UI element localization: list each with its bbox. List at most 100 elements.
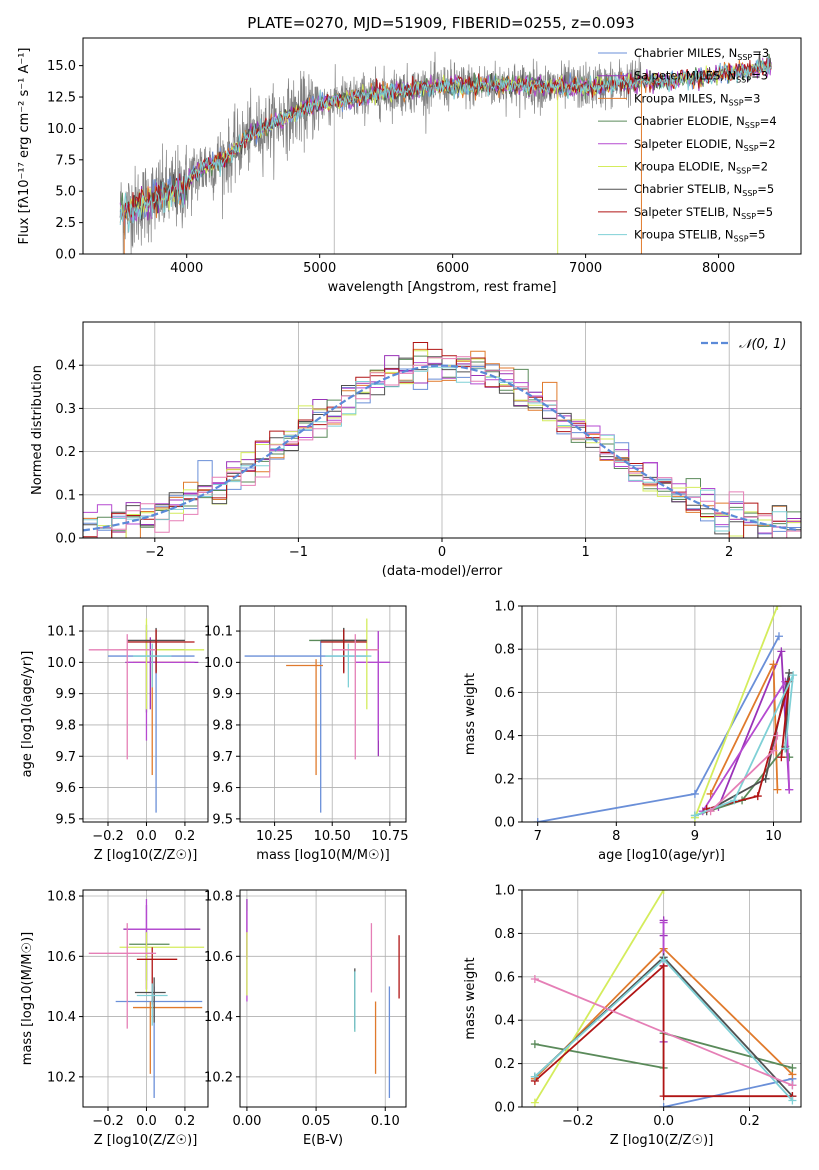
y-tick-label: 15.0: [47, 59, 76, 74]
y-tick-label: 10.0: [47, 656, 76, 671]
x-tick-label: 0.2: [175, 829, 196, 844]
weight-line-kroupa-elodie: [694, 606, 779, 819]
weight-marker: [789, 671, 798, 680]
y-tick-label: 10.4: [47, 1010, 76, 1025]
errorbar-kroupa-stelib: [136, 983, 168, 1026]
age_vs_Z-ylabel: age [log10(age/yr)]: [20, 651, 35, 778]
histogram-extra: [83, 356, 801, 538]
y-tick-label: 9.5: [55, 812, 76, 827]
x-tick-label: −0.2: [562, 1114, 594, 1129]
y-tick-label: 5.0: [55, 185, 76, 200]
x-tick-label: 0.10: [371, 1114, 400, 1129]
weight-line-salpeter-stelib: [534, 963, 793, 1098]
figure-title: PLATE=0270, MJD=51909, FIBERID=0255, z=0…: [247, 14, 634, 32]
errorbar-salpeter-stelib: [127, 629, 195, 674]
y-tick-label: 0.6: [494, 970, 515, 985]
y-tick-label: 9.5: [212, 812, 233, 827]
y-tick-label: 10.0: [204, 656, 233, 671]
y-tick-label: 9.8: [212, 718, 233, 733]
weight-marker: [788, 1096, 797, 1105]
weight-marker: [773, 731, 782, 740]
residuals-frame: [82, 321, 802, 539]
y-tick-label: 9.9: [212, 687, 233, 702]
weight-marker: [730, 796, 739, 805]
legend-label: Salpeter ELODIE, NSSP=2: [634, 137, 776, 153]
weight-marker: [659, 890, 668, 894]
y-tick-label: 0.0: [494, 816, 515, 831]
errorbar-extra: [88, 634, 157, 760]
errorbar-extra: [332, 634, 379, 760]
x-tick-label: 8000: [702, 261, 735, 276]
model-line-kroupa-stelib: [119, 56, 772, 233]
y-tick-label: 10.1: [47, 625, 76, 640]
mass_vs_Z-xlabel: Z [log10(Z/Z☉)]: [94, 1133, 198, 1148]
x-tick-label: 10.50: [314, 829, 351, 844]
age_vs_mass-xlabel: mass [log10(M/M☉)]: [256, 848, 389, 863]
weight-marker: [659, 1092, 668, 1101]
errorbar-kroupa-stelib: [325, 643, 372, 688]
residuals-legend: 𝒩(0, 1): [701, 337, 786, 352]
y-tick-label: 9.8: [55, 718, 76, 733]
weight-marker: [769, 746, 778, 755]
mass_vs_Z-ylabel: mass [log10(M/M☉)]: [20, 932, 35, 1065]
y-tick-label: 0.8: [494, 927, 515, 942]
errorbar-kroupa-miles: [133, 652, 191, 776]
y-tick-label: 9.7: [212, 750, 233, 765]
legend-label: Chabrier STELIB, NSSP=5: [634, 182, 774, 198]
y-tick-label: 10.8: [47, 890, 76, 905]
weight-marker: [777, 647, 786, 656]
errorbar-extra: [88, 923, 157, 1029]
age_vs_mass-plot-area: [244, 618, 390, 813]
x-tick-label: 0.2: [739, 1114, 760, 1129]
mass_vs_Z-axes: −0.2 0.0 0.2 10.2 10.4 10.6 10.8: [47, 890, 208, 1129]
x-tick-label: 5000: [303, 261, 336, 276]
mass_vs_Z-plot-area: [88, 899, 205, 1098]
y-tick-label: 0.6: [494, 686, 515, 701]
residuals-xlabel: (data-model)/error: [382, 564, 503, 579]
weight-marker: [690, 789, 699, 798]
y-tick-label: 9.6: [55, 781, 76, 796]
spectrum-legend: Chabrier MILES, NSSP=3 Salpeter MILES, NS…: [598, 46, 777, 244]
weight-marker: [530, 974, 539, 983]
y-tick-label: 9.9: [55, 687, 76, 702]
legend-label: Salpeter STELIB, NSSP=5: [634, 205, 773, 221]
weight_vs_age-xlabel: age [log10(age/yr)]: [598, 848, 725, 863]
y-tick-label: 1.0: [494, 600, 515, 615]
spectrum-ylabel: Flux [fλ10⁻¹⁷ erg cm⁻² s⁻¹ A⁻¹]: [17, 48, 32, 245]
x-tick-label: 10.75: [371, 829, 408, 844]
weight-marker: [706, 807, 715, 816]
weight_vs_Z-xlabel: Z [log10(Z/Z☉)]: [610, 1133, 714, 1148]
errorbar-chabrier-miles: [115, 986, 203, 1098]
y-tick-label: 0.0: [55, 532, 76, 547]
mass_vs_ebv-frame: [239, 889, 407, 1108]
x-tick-label: −2: [145, 545, 164, 560]
residuals-plot-area: [83, 342, 801, 538]
y-tick-label: 0.8: [494, 643, 515, 658]
residuals-axes: −2 −1 0 1 2 0.0 0.1 0.2 0.3 0.4: [55, 322, 801, 560]
weight-marker: [773, 785, 782, 794]
legend-label: Kroupa MILES, NSSP=3: [634, 91, 760, 107]
weight-marker: [530, 1040, 539, 1049]
weight_vs_Z-ylabel: mass weight: [463, 957, 478, 1039]
weight-marker: [659, 955, 668, 964]
errorbar-chabrier-stelib: [134, 977, 166, 1023]
weight-marker: [785, 753, 794, 762]
x-tick-label: 9: [691, 829, 699, 844]
x-tick-label: 10: [765, 829, 782, 844]
y-tick-label: 10.2: [47, 1070, 76, 1085]
x-tick-label: 0.0: [653, 1114, 674, 1129]
x-tick-label: 6000: [436, 261, 469, 276]
y-tick-label: 0.1: [55, 488, 76, 503]
errorbar-kroupa-miles: [133, 1001, 203, 1074]
age_vs_mass-axes: 10.25 10.50 10.75 9.5 9.6 9.7 9.8 9.9 10.0 10.1: [204, 606, 408, 844]
legend-label: Chabrier MILES, NSSP=3: [634, 46, 769, 62]
spectrum-xlabel: wavelength [Angstrom, rest frame]: [328, 280, 557, 295]
x-tick-label: −0.2: [92, 1114, 124, 1129]
y-tick-label: 9.7: [55, 750, 76, 765]
weight_vs_Z-frame: [521, 889, 802, 1108]
x-tick-label: 2: [725, 545, 733, 560]
weight_vs_age-axes: 7 8 9 10 0.0 0.2 0.4 0.6 0.8 1.0: [494, 600, 801, 844]
y-tick-label: 0.4: [494, 1014, 515, 1029]
y-tick-label: 10.0: [47, 122, 76, 137]
